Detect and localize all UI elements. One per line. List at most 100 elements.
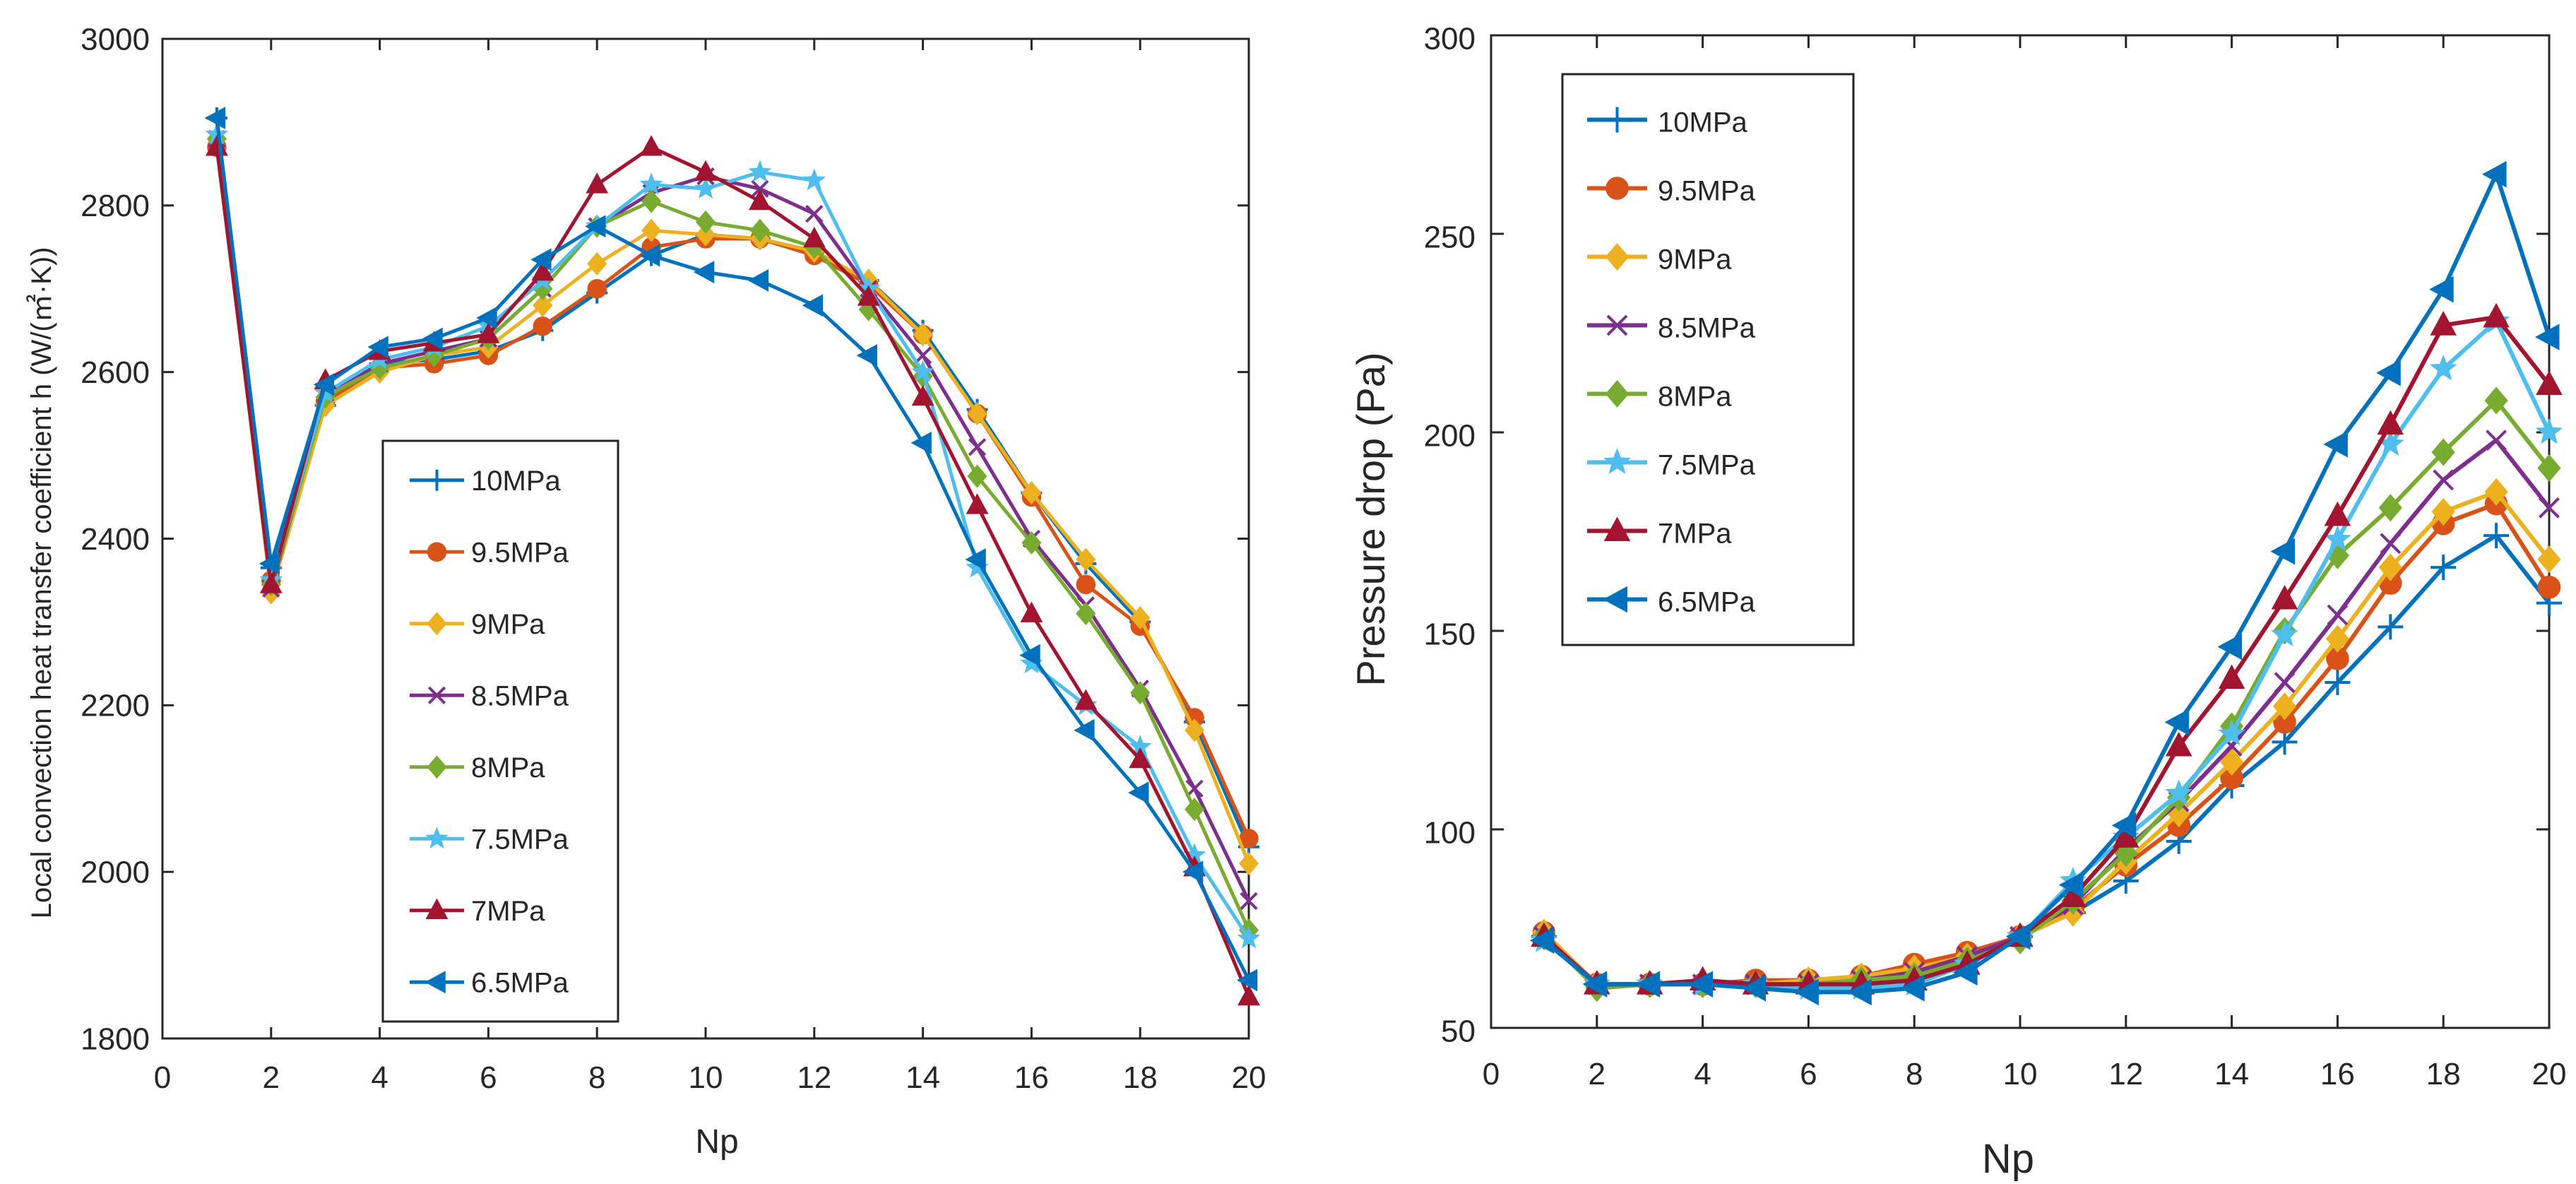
data-point-6-5mpa [2164, 709, 2190, 736]
legend-label: 7MPa [1658, 518, 1732, 549]
legend-label: 9.5MPa [1658, 175, 1756, 206]
data-point-6-5mpa [313, 373, 334, 396]
y-tick-label: 2800 [81, 189, 150, 223]
x-tick-label: 0 [1483, 1057, 1500, 1091]
legend-entry-10mpa: 10MPa [1587, 107, 1747, 138]
x-tick-label: 16 [1014, 1060, 1049, 1095]
data-point-7-5mpa [802, 168, 826, 191]
legend-label: 7MPa [471, 896, 545, 927]
y-axis-label: Local convection heat transfer coefficie… [26, 247, 57, 919]
legend-marker [1603, 516, 1631, 541]
data-point-6-5mpa [2111, 812, 2137, 839]
data-point-6-5mpa [530, 248, 552, 271]
data-point-7-5mpa [1237, 926, 1261, 949]
data-point-6-5mpa [2270, 538, 2295, 565]
data-point-7mpa [2483, 302, 2510, 328]
data-point-6-5mpa [747, 269, 769, 292]
data-point-7mpa [1074, 689, 1098, 710]
data-point-8mpa [641, 189, 662, 213]
x-tick-label: 12 [797, 1060, 831, 1095]
data-point-6-5mpa [585, 215, 606, 238]
legend-marker [425, 827, 449, 849]
data-point-6-5mpa [1582, 971, 1608, 997]
series-9-5mpa [207, 137, 1259, 848]
x-tick-label: 2 [1589, 1057, 1605, 1091]
data-point-6-5mpa [2534, 324, 2560, 350]
series-6-5mpa [1529, 160, 2560, 1006]
legend [1561, 73, 1855, 646]
x-tick-label: 8 [588, 1060, 605, 1095]
y-tick-label: 100 [1424, 816, 1476, 851]
data-point-7mpa [531, 260, 554, 281]
legend-entry-9mpa: 9MPa [410, 609, 545, 640]
data-point-8-5mpa [805, 204, 824, 223]
x-tick-label: 4 [371, 1060, 388, 1095]
data-point-9mpa [1076, 547, 1096, 572]
data-point-6-5mpa [856, 344, 877, 367]
legend-label: 10MPa [1658, 107, 1747, 138]
data-point-7mpa [857, 285, 880, 306]
legend-label: 9.5MPa [471, 537, 569, 568]
data-point-6-5mpa [1688, 971, 1714, 997]
x-tick-label: 0 [154, 1060, 171, 1095]
legend-entry-7-5mpa: 7.5MPa [410, 824, 569, 855]
legend-marker [425, 898, 449, 919]
legend-marker [426, 469, 448, 491]
legend-marker [1605, 379, 1630, 408]
data-point-6-5mpa [2376, 359, 2401, 386]
data-point-7-5mpa [2218, 719, 2245, 746]
data-point-9mpa [1130, 605, 1151, 630]
data-point-7mpa [640, 135, 663, 156]
y-tick-label: 2200 [81, 689, 150, 723]
data-point-7-5mpa [2429, 354, 2457, 381]
data-point-6-5mpa [693, 261, 715, 284]
series-7mpa [205, 135, 1260, 1006]
y-tick-label: 50 [1441, 1014, 1476, 1049]
legend-entry-6-5mpa: 6.5MPa [1587, 586, 1756, 617]
legend-entry-8mpa: 8MPa [1587, 379, 1732, 412]
data-point-9mpa [1238, 851, 1259, 875]
data-point-8-5mpa [2274, 672, 2296, 693]
data-point-6-5mpa [639, 244, 660, 267]
legend-label: 9MPa [471, 609, 545, 640]
legend-entry-9-5mpa: 9.5MPa [1587, 175, 1756, 206]
legend-entry-7mpa: 7MPa [1587, 516, 1732, 549]
data-point-8-5mpa [2327, 604, 2349, 626]
data-point-7-5mpa [2535, 418, 2563, 444]
data-point-7mpa [911, 384, 934, 406]
data-point-7mpa [694, 160, 717, 181]
data-point-6-5mpa [2217, 633, 2243, 661]
left-chart-panel: 0 2 4 6 8 10 12 14 16 18 20 1800 2000 2200 2400 2600 280… [26, 22, 1266, 1161]
data-point-6-5mpa [1741, 975, 1766, 1002]
legend-label: 8MPa [1658, 381, 1732, 412]
data-point-6-5mpa [2429, 276, 2454, 303]
y-tick-label: 150 [1424, 617, 1476, 652]
data-point-6-5mpa [1128, 781, 1149, 805]
legend-label: 7.5MPa [1658, 449, 1756, 480]
y-tick-label: 2400 [81, 522, 150, 557]
data-point-8mpa [695, 210, 716, 234]
legend-entry-9mpa: 9MPa [1587, 242, 1732, 275]
data-point-6-5mpa [1953, 959, 1978, 986]
x-tick-label: 6 [480, 1060, 497, 1095]
legend-label: 8.5MPa [1658, 312, 1756, 343]
data-point-7-5mpa [639, 172, 663, 195]
y-tick-label: 2000 [81, 856, 150, 890]
x-tick-label: 6 [1800, 1057, 1817, 1091]
data-point-7mpa [2218, 664, 2245, 689]
series-line-7mpa [215, 145, 1251, 997]
pressure-drop-chart: 0 2 4 6 8 10 12 14 16 18 20 50 100 150 200 250 300 10MPa… [1348, 22, 2566, 1182]
data-point-6-5mpa [2005, 923, 2031, 950]
data-point-7-5mpa [694, 177, 718, 199]
series-6-5mpa [204, 107, 1258, 992]
x-tick-label: 18 [2426, 1057, 2461, 1091]
data-point-7-5mpa [2324, 525, 2351, 552]
x-tick-label: 18 [1123, 1060, 1158, 1095]
legend-label: 7.5MPa [471, 824, 569, 855]
data-point-6-5mpa [1847, 978, 1872, 1006]
data-point-9mpa [1021, 481, 1042, 505]
legend-label: 6.5MPa [1658, 586, 1756, 617]
y-tick-label: 1800 [81, 1022, 150, 1056]
data-point-8mpa [967, 464, 987, 488]
data-point-9mpa [641, 218, 662, 242]
